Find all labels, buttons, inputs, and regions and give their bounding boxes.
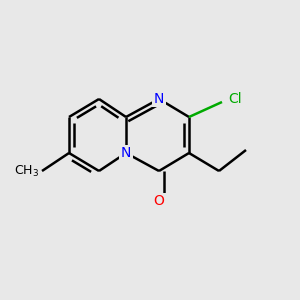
Text: Cl: Cl [228,92,242,106]
Text: CH$_3$: CH$_3$ [14,164,39,178]
Text: N: N [154,92,164,106]
Text: O: O [154,194,164,208]
Text: N: N [121,146,131,160]
